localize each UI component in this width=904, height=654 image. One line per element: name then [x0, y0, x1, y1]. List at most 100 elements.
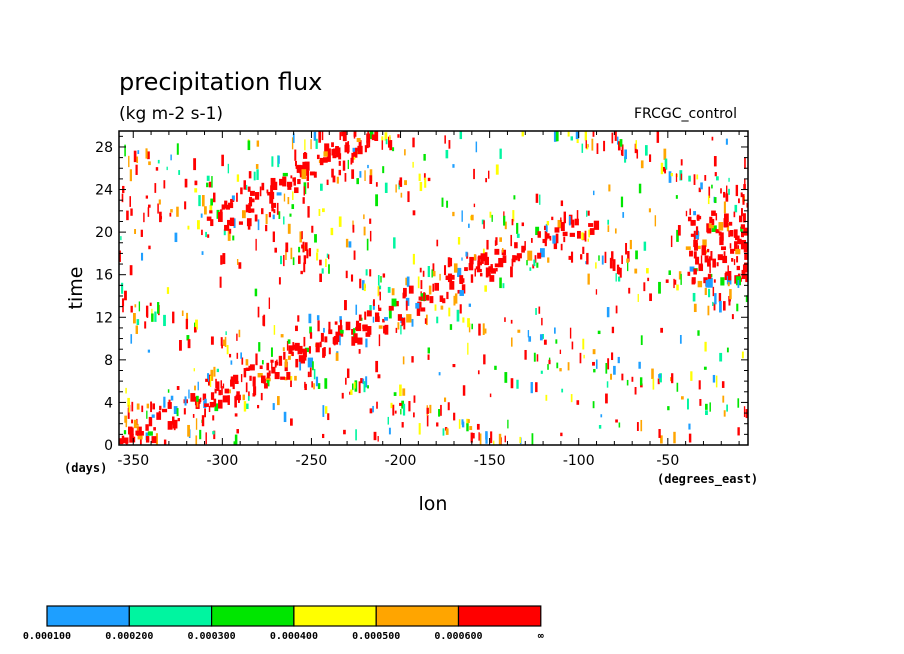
precip-cell [453, 295, 456, 306]
colorbar-label: 0.000100 [23, 631, 71, 642]
precip-cell [356, 137, 361, 143]
precip-cell [315, 342, 320, 353]
precip-cell [252, 376, 256, 387]
precip-cell [229, 217, 235, 227]
precip-cell [350, 389, 353, 395]
precip-cell [358, 140, 362, 150]
precip-cell [199, 397, 202, 403]
precip-cell [445, 428, 449, 435]
precip-cell [268, 212, 272, 218]
precip-cell [125, 420, 128, 428]
precip-cell [587, 273, 590, 285]
precip-cell [696, 215, 702, 220]
precip-cell [593, 220, 600, 230]
precip-cell [545, 394, 548, 401]
precip-cell [536, 262, 539, 268]
precip-cell [387, 286, 391, 293]
precip-cell [693, 211, 697, 216]
precip-cell [339, 316, 342, 323]
precip-cell [286, 181, 293, 187]
precip-cell [582, 338, 585, 350]
precip-cell [707, 258, 711, 267]
precip-cell [157, 159, 160, 164]
precip-cell [129, 196, 132, 207]
precip-cell [353, 151, 356, 157]
precip-cell [399, 384, 402, 397]
precip-cell [467, 342, 469, 355]
precip-cell [298, 355, 304, 362]
precip-cell [187, 225, 190, 230]
precip-cell [498, 257, 504, 268]
precip-cell [230, 379, 234, 387]
precip-cell [544, 240, 547, 247]
precip-cell [535, 308, 537, 315]
precip-cell [184, 396, 187, 406]
precip-cell [476, 423, 480, 430]
precip-cell [494, 263, 499, 268]
precip-cell [233, 218, 236, 228]
precip-cell [311, 225, 314, 233]
precip-cell [431, 269, 433, 278]
precip-cell [352, 147, 358, 152]
precip-cell [163, 180, 166, 189]
precip-cell [137, 150, 140, 154]
precip-cell [362, 378, 365, 385]
precip-cell [423, 292, 426, 299]
precip-cell [576, 400, 580, 405]
precip-cell [158, 199, 161, 205]
precip-cell [337, 325, 343, 335]
precip-cell [488, 266, 493, 273]
precip-cell [742, 194, 745, 205]
precip-cell [345, 270, 348, 279]
precip-cell [636, 422, 639, 431]
precip-cell [210, 336, 214, 345]
precip-cell [737, 398, 740, 408]
precip-cell [176, 408, 179, 417]
precip-cell [673, 279, 677, 285]
precip-cell [354, 380, 358, 392]
precip-cell [276, 202, 279, 215]
precip-cell [204, 206, 207, 215]
precip-cell [469, 426, 473, 431]
precip-cell [372, 299, 375, 307]
colorbar-label: ∞ [538, 631, 544, 642]
precip-cell [204, 403, 209, 407]
precip-cell [444, 135, 446, 144]
precip-cell [693, 251, 697, 259]
precip-cell [737, 238, 742, 245]
precip-cell [436, 239, 439, 247]
precip-cell [378, 334, 381, 347]
precip-cell [427, 266, 430, 278]
precip-cell [316, 252, 319, 261]
precip-cell [355, 326, 357, 331]
precip-cell [237, 399, 240, 403]
y-tick-label: 24 [95, 183, 113, 199]
precip-cell [517, 329, 521, 333]
precip-cell [365, 269, 368, 276]
precip-cell [524, 349, 527, 360]
precip-cell [266, 189, 269, 194]
precip-cell [157, 302, 160, 314]
precip-cell [537, 231, 541, 238]
precip-cell [282, 172, 288, 177]
precip-cell [429, 404, 432, 414]
precip-cell [294, 187, 299, 194]
precip-cell [338, 332, 344, 337]
precip-cell [206, 175, 210, 181]
precip-cell [424, 318, 427, 324]
precip-cell [468, 323, 471, 333]
precip-cell [215, 378, 217, 389]
precip-cell [459, 304, 462, 314]
precip-cell [336, 176, 339, 184]
precip-cell [707, 277, 713, 288]
precip-cell [309, 367, 312, 377]
precip-cell [401, 317, 405, 326]
precip-cell [559, 368, 562, 372]
precip-cell [479, 273, 483, 277]
precip-cell [512, 210, 515, 222]
precip-cell [359, 171, 362, 178]
precip-cell [176, 143, 179, 155]
precip-cell [740, 232, 744, 238]
precip-cell [634, 268, 638, 274]
precip-cell [580, 254, 583, 260]
